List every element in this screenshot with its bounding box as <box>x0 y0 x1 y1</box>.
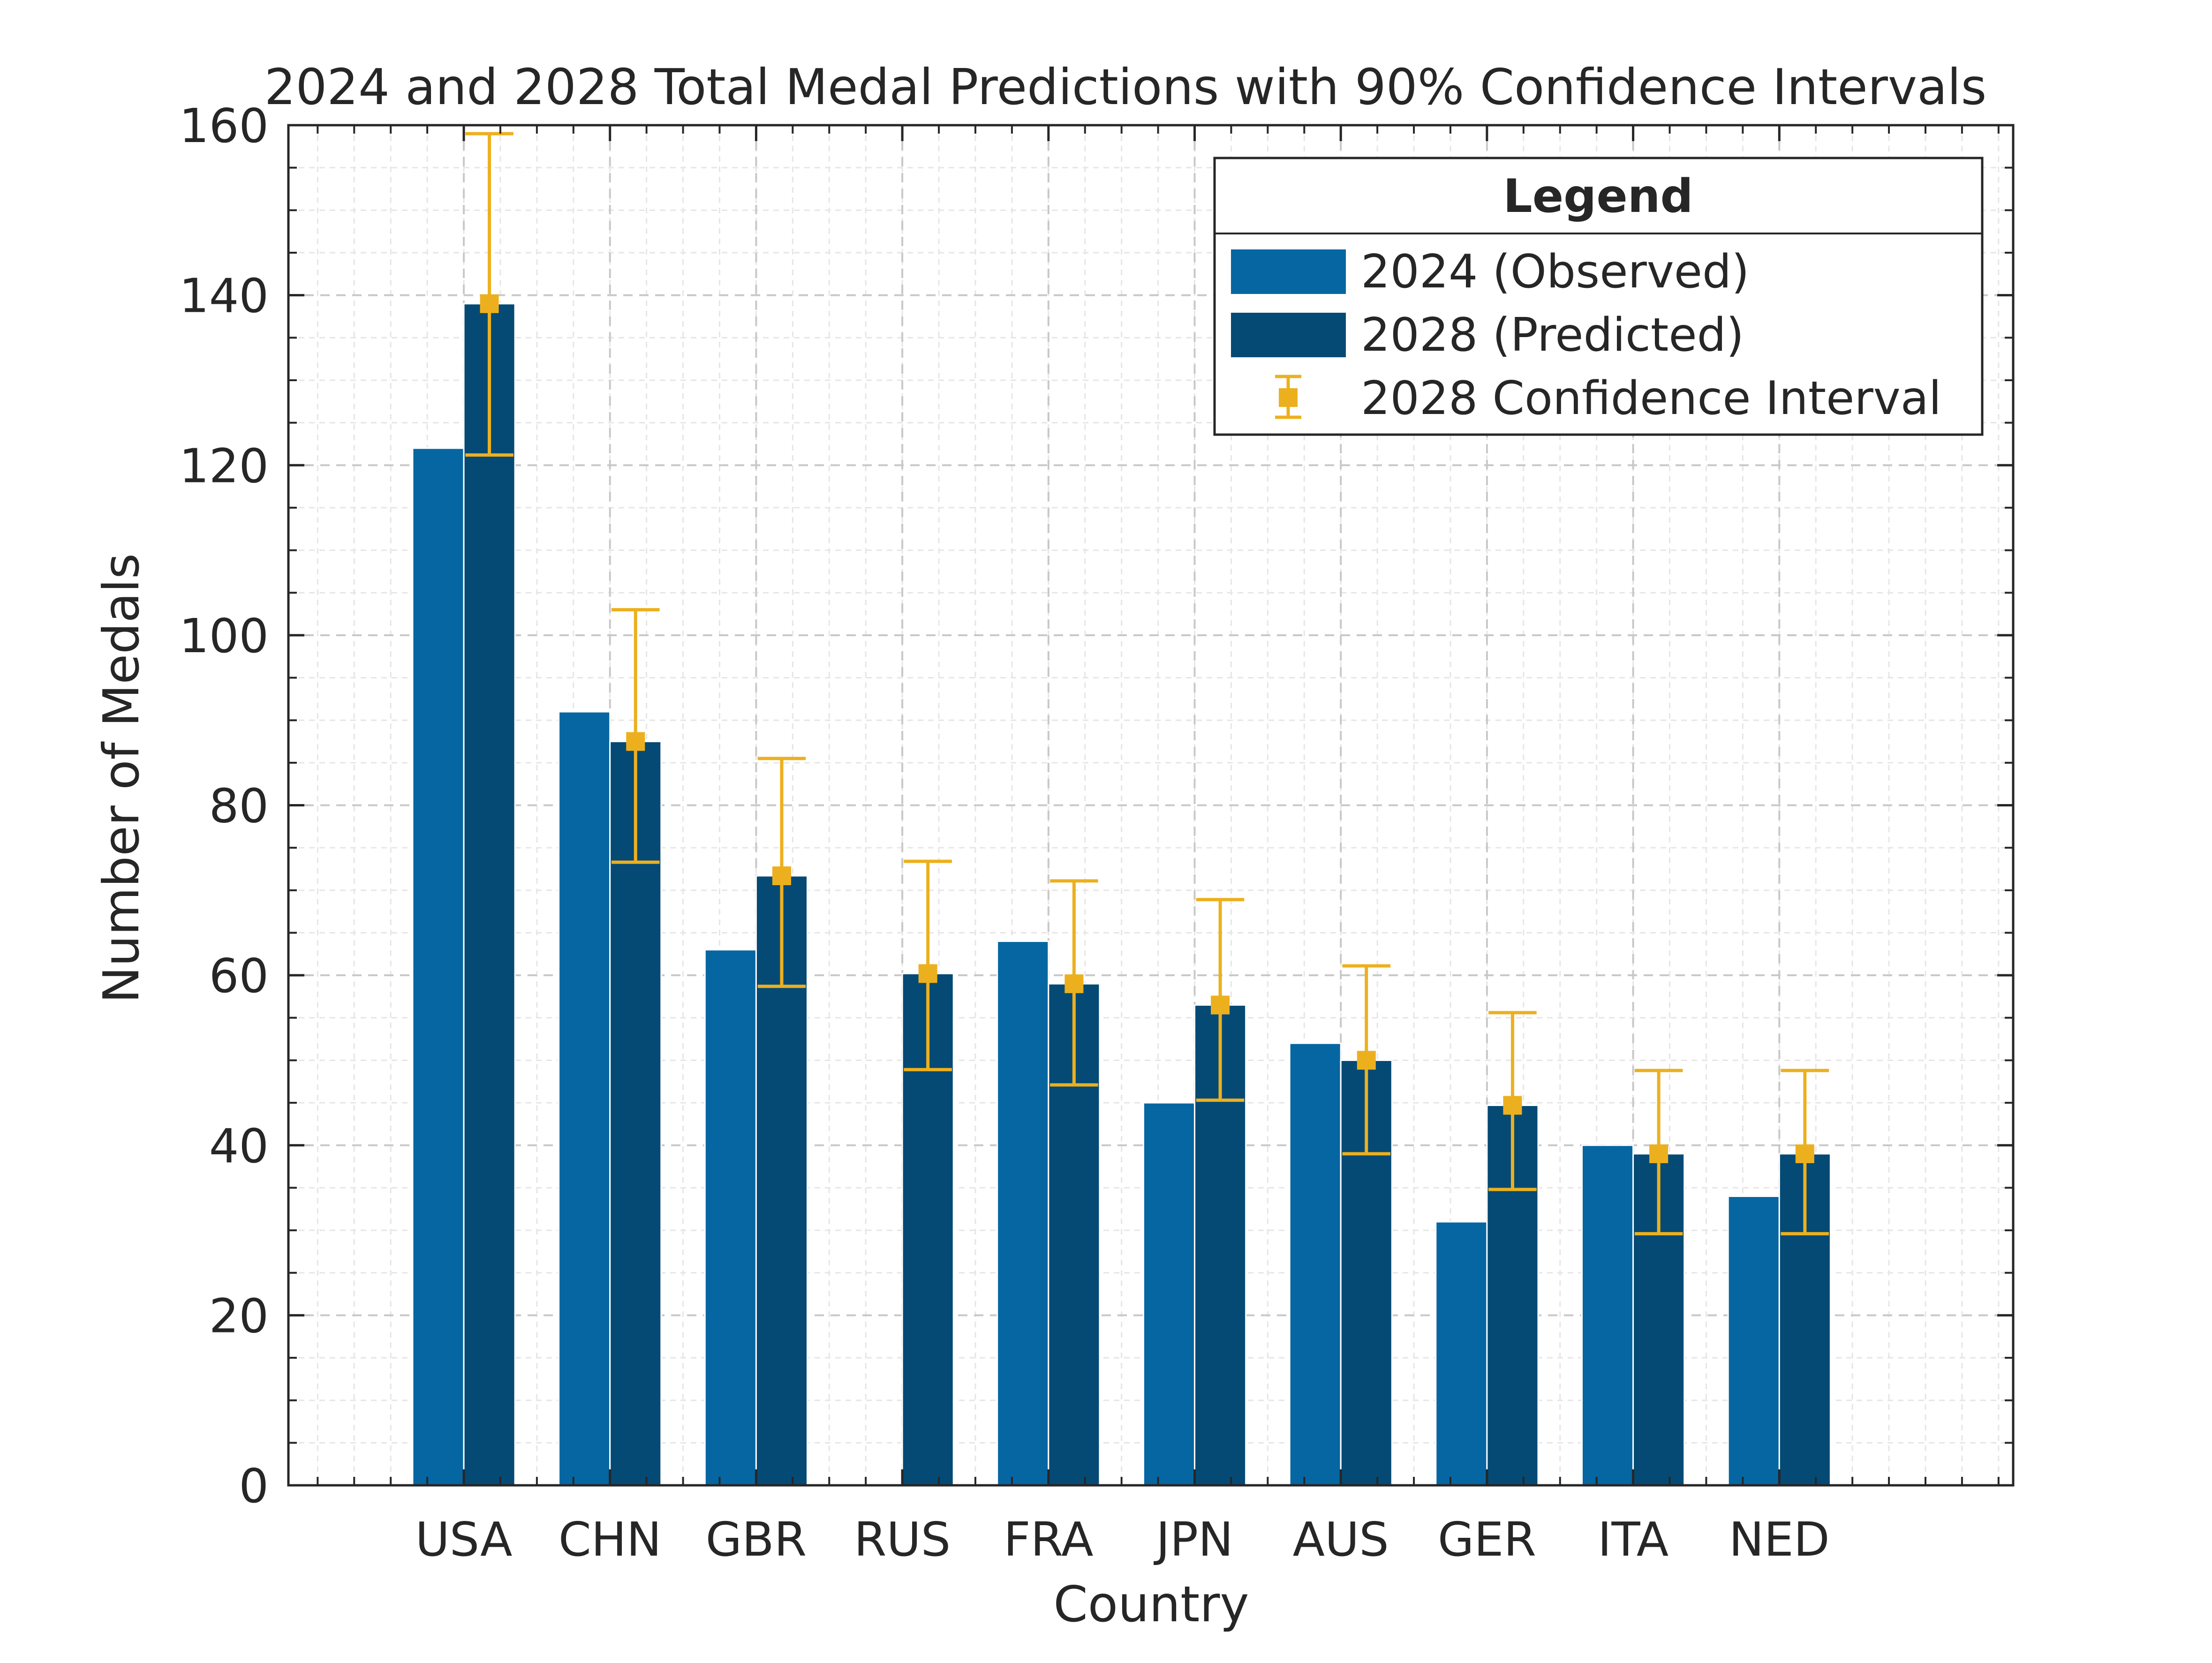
legend-label-2028: 2028 (Predicted) <box>1361 309 1744 362</box>
legend-box <box>1213 157 1984 436</box>
bar-usa-2024 <box>412 447 465 1486</box>
ci-marker <box>626 732 645 751</box>
legend: Legend 2024 (Observed) 2028 (Predicted) … <box>1213 157 1984 436</box>
ci-fra <box>1050 879 1098 1087</box>
x-tick-label-ita: ITA <box>1598 1512 1668 1567</box>
bar-chn-2024 <box>558 711 611 1486</box>
x-tick-label-ned: NED <box>1729 1512 1830 1567</box>
legend-ci-marker <box>1279 388 1298 407</box>
y-tick-label: 160 <box>179 98 269 153</box>
ci-marker <box>1649 1144 1668 1163</box>
ci-usa <box>465 132 513 457</box>
ci-ger <box>1488 1011 1537 1191</box>
y-tick-label: 120 <box>179 438 269 493</box>
ci-jpn <box>1196 898 1245 1102</box>
bar-aus-2024 <box>1289 1042 1342 1486</box>
ci-ita <box>1634 1069 1683 1235</box>
y-tick-label: 40 <box>209 1119 269 1174</box>
y-tick-label: 20 <box>209 1288 269 1343</box>
bars <box>412 303 1831 1486</box>
ci-chn <box>612 608 660 864</box>
bar-gbr-2024 <box>704 949 757 1486</box>
bar-ger-2024 <box>1435 1221 1488 1486</box>
bar-usa-2028 <box>463 303 516 1486</box>
ci-marker <box>480 294 499 313</box>
ci-aus <box>1342 964 1391 1156</box>
ci-ned <box>1781 1069 1829 1235</box>
ci-marker <box>1211 995 1230 1015</box>
y-tick-label: 80 <box>209 779 269 834</box>
legend-label-ci: 2028 Confidence Interval <box>1361 372 1941 425</box>
x-tick-label-usa: USA <box>415 1512 513 1567</box>
ci-marker <box>772 866 791 885</box>
y-tick-label: 0 <box>239 1459 269 1513</box>
confidence-intervals <box>465 132 1829 1235</box>
chart-title: 2024 and 2028 Total Medal Predictions wi… <box>264 59 1987 116</box>
y-tick-label: 60 <box>209 948 269 1003</box>
ci-marker <box>1503 1096 1522 1115</box>
bar-jpn-2024 <box>1142 1102 1196 1486</box>
legend-label-2024: 2024 (Observed) <box>1361 245 1750 299</box>
ci-rus <box>904 859 952 1071</box>
ci-gbr <box>757 757 806 988</box>
ci-marker <box>1064 974 1084 993</box>
legend-swatch-2028 <box>1231 313 1346 357</box>
bar-ned-2024 <box>1727 1196 1780 1486</box>
x-tick-label-chn: CHN <box>559 1512 662 1567</box>
x-tick-label-ger: GER <box>1438 1512 1536 1567</box>
y-tick-label: 100 <box>179 609 269 663</box>
x-tick-label-gbr: GBR <box>706 1512 807 1567</box>
bar-chn-2028 <box>609 741 662 1486</box>
x-tick-label-aus: AUS <box>1293 1512 1389 1567</box>
legend-title: Legend <box>1503 170 1693 223</box>
x-tick-label-rus: RUS <box>854 1512 951 1567</box>
legend-swatch-2024 <box>1231 249 1346 294</box>
ci-marker <box>1357 1051 1376 1070</box>
x-tick-label-fra: FRA <box>1004 1512 1093 1567</box>
y-axis-label: Number of Medals <box>93 553 150 1003</box>
legend-ci-symbol <box>1275 375 1301 419</box>
x-tick-label-jpn: JPN <box>1153 1512 1233 1567</box>
ci-marker <box>1795 1144 1814 1163</box>
y-tick-label: 140 <box>179 269 269 324</box>
axes: 0 20 40 60 80 100 120 140 160 USA CHN GBR RUS FRA JPN A… <box>179 98 2015 1567</box>
bar-fra-2024 <box>997 941 1049 1486</box>
ci-marker <box>918 964 937 983</box>
x-axis-label: Country <box>1053 1576 1249 1633</box>
bar-ita-2024 <box>1581 1144 1634 1486</box>
